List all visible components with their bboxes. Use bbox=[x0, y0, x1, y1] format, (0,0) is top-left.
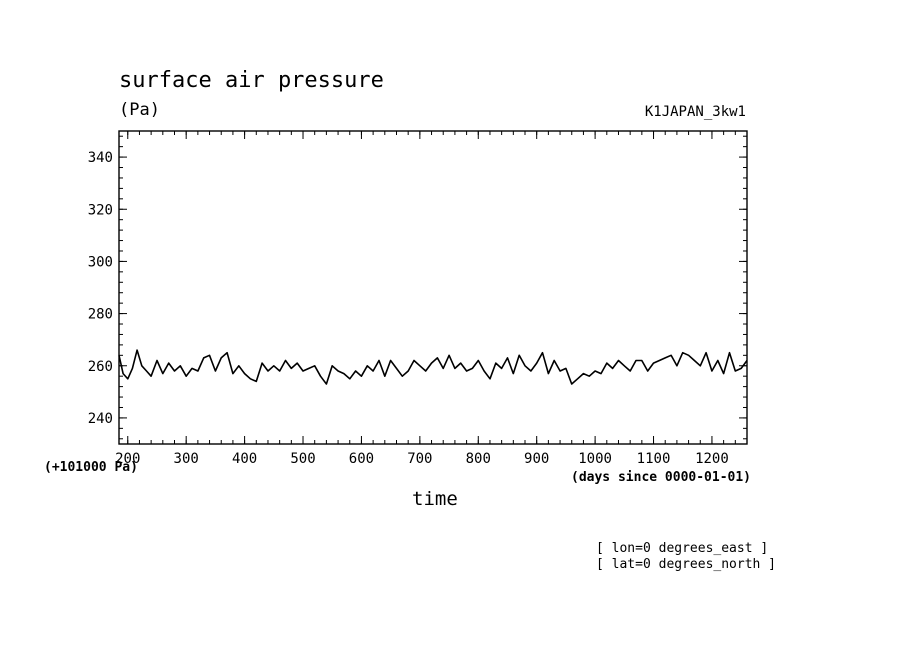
x-tick-label: 300 bbox=[174, 451, 199, 467]
y-tick-label: 320 bbox=[88, 202, 113, 218]
y-tick-label: 300 bbox=[88, 254, 113, 270]
y-tick-label: 240 bbox=[88, 411, 113, 427]
x-tick-labels: 200 300 400 500 600 700 800 900 1000 1100 1200 bbox=[115, 451, 729, 467]
y-offset-label: (+101000 Pa) bbox=[44, 460, 138, 475]
units-label: (Pa) bbox=[119, 100, 160, 120]
chart-title: surface air pressure bbox=[119, 68, 384, 93]
x-tick-label: 1200 bbox=[695, 451, 729, 467]
x-tick-label: 600 bbox=[349, 451, 374, 467]
lat-note: [ lat=0 degrees_north ] bbox=[596, 557, 777, 572]
x-tick-label: 1100 bbox=[637, 451, 671, 467]
x-tick-label: 1000 bbox=[578, 451, 612, 467]
y-tick-labels: 240 260 280 300 320 340 bbox=[88, 150, 113, 427]
x-tick-label: 700 bbox=[407, 451, 432, 467]
x-tick-label: 200 bbox=[115, 451, 140, 467]
lon-note: [ lon=0 degrees_east ] bbox=[596, 541, 769, 556]
x-tick-label: 900 bbox=[524, 451, 549, 467]
x-units-label: (days since 0000-01-01) bbox=[571, 470, 752, 485]
series-line bbox=[118, 349, 748, 385]
x-tick-label: 500 bbox=[290, 451, 315, 467]
y-tick-label: 260 bbox=[88, 359, 113, 375]
axis-ticks bbox=[119, 131, 748, 444]
x-tick-label: 800 bbox=[466, 451, 491, 467]
plot-frame bbox=[118, 130, 748, 445]
y-tick-label: 280 bbox=[88, 307, 113, 323]
run-name-label: K1JAPAN_3kw1 bbox=[644, 104, 746, 120]
x-tick-label: 400 bbox=[232, 451, 257, 467]
x-axis-label: time bbox=[412, 488, 458, 510]
y-tick-label: 340 bbox=[88, 150, 113, 166]
